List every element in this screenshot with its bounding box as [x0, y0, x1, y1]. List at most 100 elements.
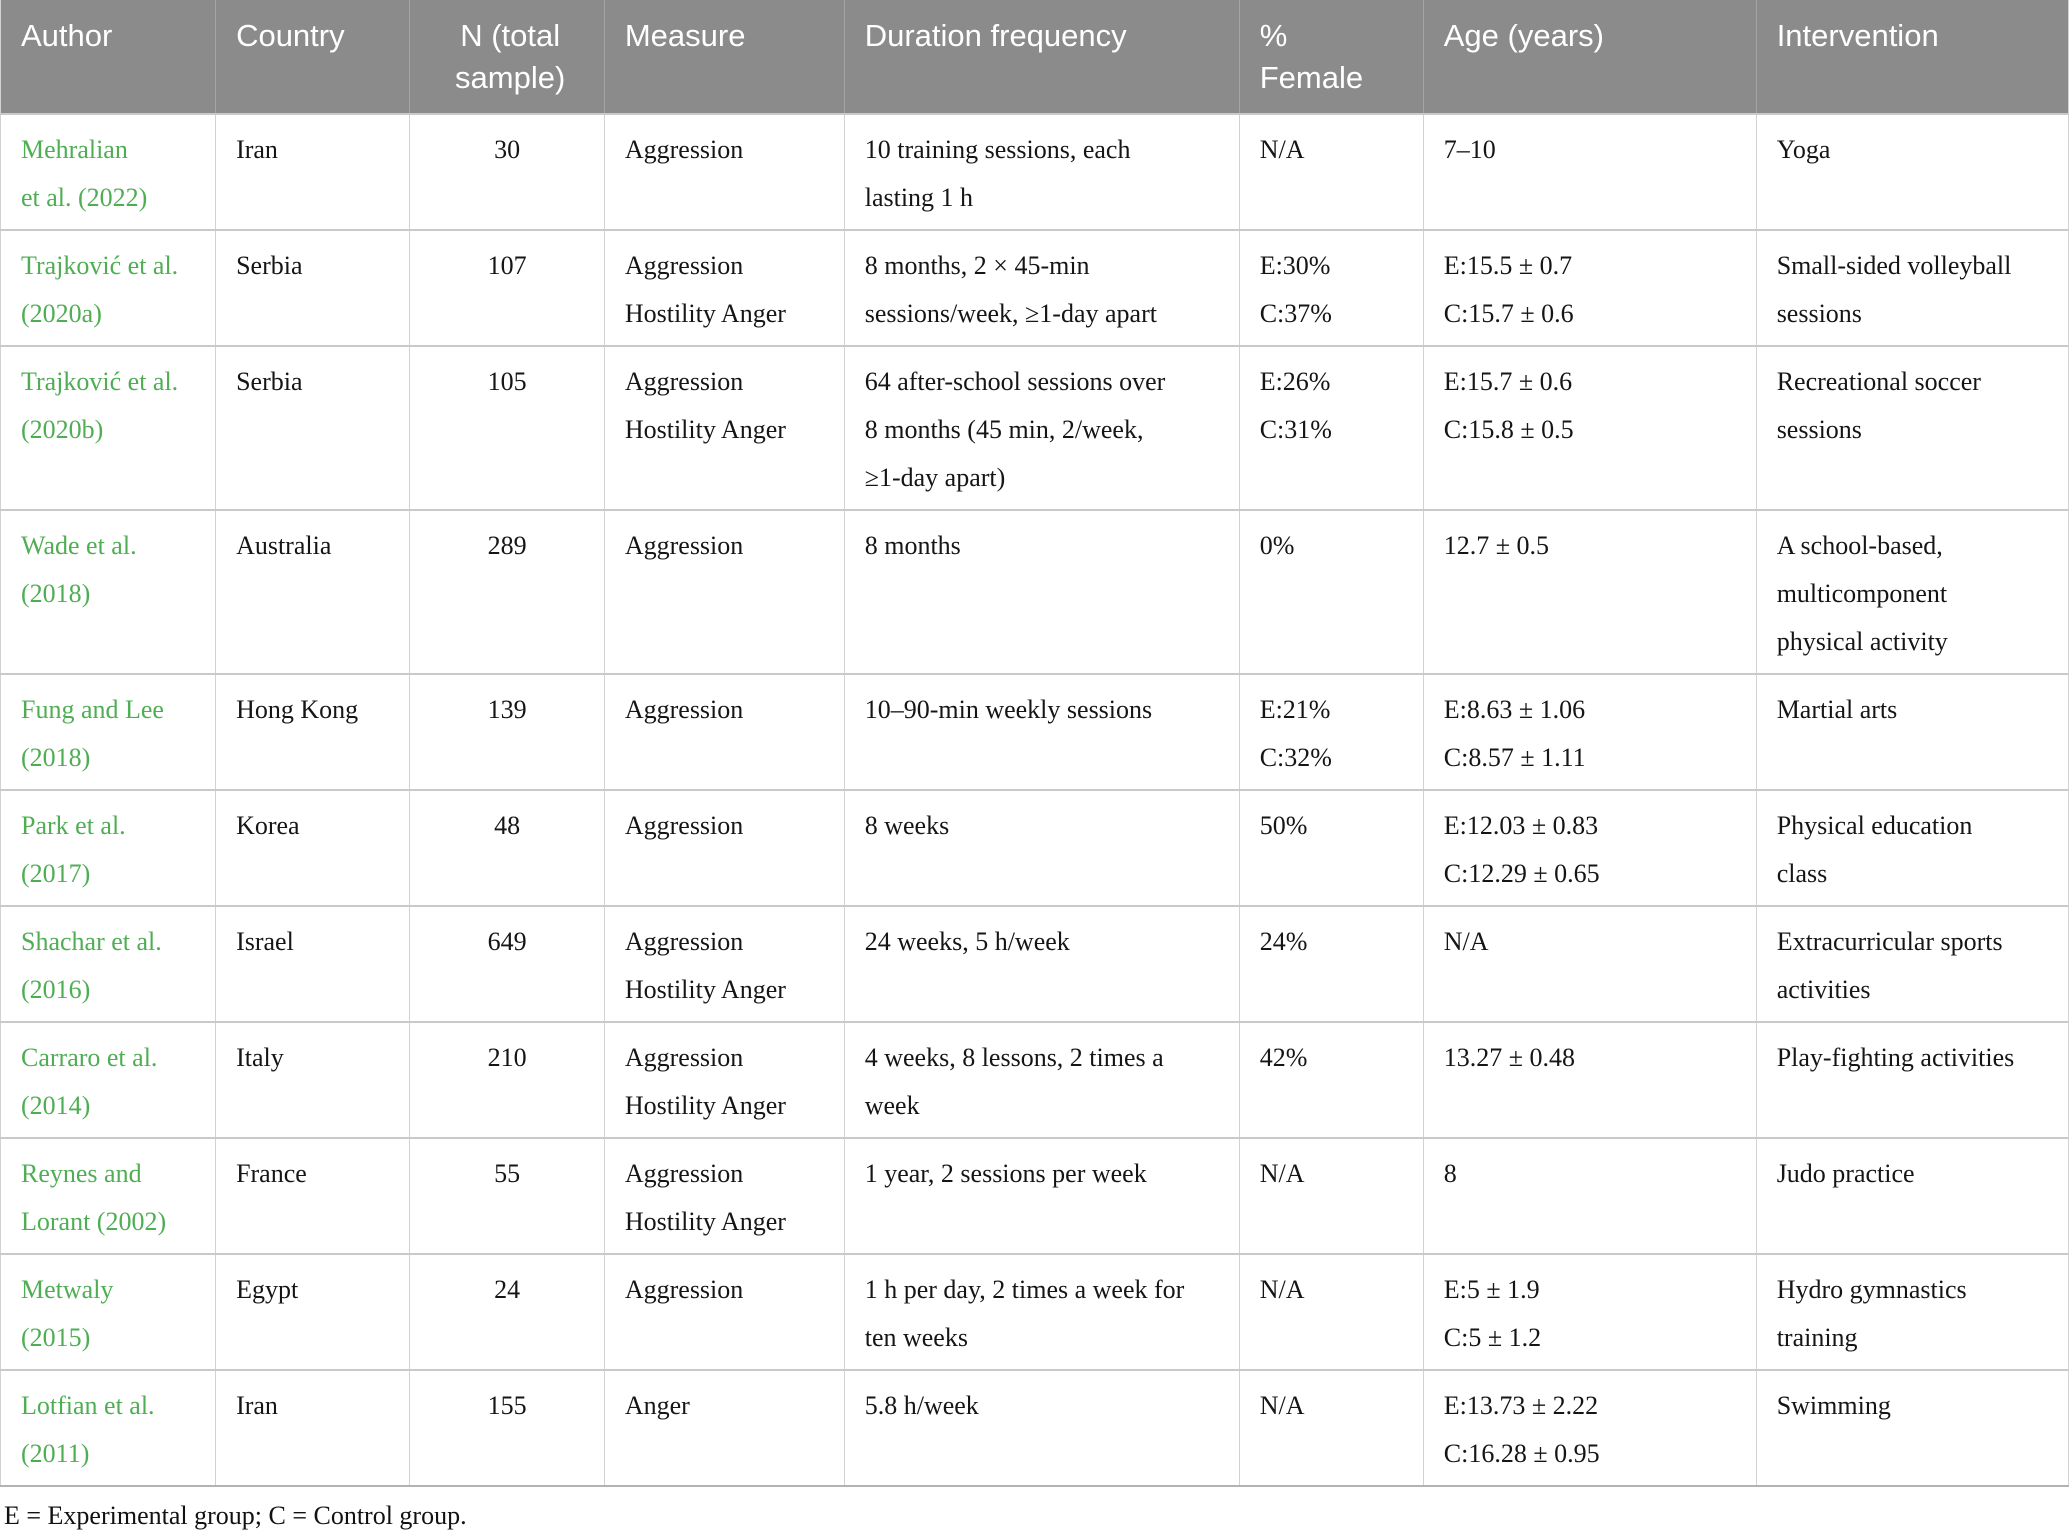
- country-cell: France: [215, 1137, 411, 1254]
- table-row: Reynes and Lorant (2002) France 55 Aggre…: [0, 1137, 2069, 1254]
- duration-frequency-cell: 1 year, 2 sessions per week: [844, 1137, 1240, 1254]
- citation-link[interactable]: Metwaly (2015): [21, 1275, 114, 1352]
- sample-size-cell: 155: [409, 1369, 605, 1486]
- col-header-duration-frequency: Duration frequency: [844, 0, 1240, 114]
- table-row: Lotfian et al. (2011) Iran 155 Anger 5.8…: [0, 1369, 2069, 1486]
- author-cell: Fung and Lee (2018): [0, 673, 217, 790]
- table-row: Park et al. (2017) Korea 48 Aggression 8…: [0, 789, 2069, 906]
- intervention-cell: Yoga: [1756, 113, 2069, 230]
- country-cell: Serbia: [215, 229, 411, 346]
- author-cell: Metwaly (2015): [0, 1253, 217, 1370]
- studies-table: Author Country N (total sample) Measure …: [0, 0, 2069, 1487]
- percent-female-cell: E:21% C:32%: [1239, 673, 1424, 790]
- measure-cell: Aggression: [604, 1253, 845, 1370]
- col-header-author: Author: [0, 0, 217, 114]
- percent-female-cell: N/A: [1239, 1137, 1424, 1254]
- author-cell: Trajković et al. (2020a): [0, 229, 217, 346]
- percent-female-cell: 24%: [1239, 905, 1424, 1022]
- country-cell: Israel: [215, 905, 411, 1022]
- percent-female-cell: E:26% C:31%: [1239, 345, 1424, 510]
- table-row: Carraro et al. (2014) Italy 210 Aggressi…: [0, 1021, 2069, 1138]
- col-header-n-total-sample: N (total sample): [409, 0, 605, 114]
- citation-link[interactable]: Shachar et al. (2016): [21, 927, 162, 1004]
- col-header-age-years: Age (years): [1423, 0, 1757, 114]
- measure-cell: Aggression Hostility Anger: [604, 1137, 845, 1254]
- col-header-intervention: Intervention: [1756, 0, 2069, 114]
- citation-link[interactable]: Reynes and Lorant (2002): [21, 1159, 167, 1236]
- percent-female-cell: N/A: [1239, 113, 1424, 230]
- author-cell: Wade et al. (2018): [0, 509, 217, 674]
- duration-frequency-cell: 5.8 h/week: [844, 1369, 1240, 1486]
- measure-cell: Aggression: [604, 789, 845, 906]
- country-cell: Hong Kong: [215, 673, 411, 790]
- country-cell: Italy: [215, 1021, 411, 1138]
- percent-female-cell: 42%: [1239, 1021, 1424, 1138]
- table-row: Shachar et al. (2016) Israel 649 Aggress…: [0, 905, 2069, 1022]
- author-cell: Shachar et al. (2016): [0, 905, 217, 1022]
- intervention-cell: Play-fighting activities: [1756, 1021, 2069, 1138]
- sample-size-cell: 105: [409, 345, 605, 510]
- duration-frequency-cell: 4 weeks, 8 lessons, 2 times a week: [844, 1021, 1240, 1138]
- intervention-cell: Martial arts: [1756, 673, 2069, 790]
- intervention-cell: Small-sided volleyball sessions: [1756, 229, 2069, 346]
- citation-link[interactable]: Fung and Lee (2018): [21, 695, 164, 772]
- sample-size-cell: 48: [409, 789, 605, 906]
- percent-female-cell: 50%: [1239, 789, 1424, 906]
- intervention-cell: A school-based, multicomponent physical …: [1756, 509, 2069, 674]
- sample-size-cell: 139: [409, 673, 605, 790]
- measure-cell: Aggression Hostility Anger: [604, 345, 845, 510]
- percent-female-cell: N/A: [1239, 1253, 1424, 1370]
- table-row: Mehralian et al. (2022) Iran 30 Aggressi…: [0, 113, 2069, 230]
- sample-size-cell: 55: [409, 1137, 605, 1254]
- measure-cell: Aggression Hostility Anger: [604, 1021, 845, 1138]
- col-header-country: Country: [215, 0, 411, 114]
- country-cell: Egypt: [215, 1253, 411, 1370]
- age-cell: N/A: [1423, 905, 1757, 1022]
- citation-link[interactable]: Carraro et al. (2014): [21, 1043, 158, 1120]
- sample-size-cell: 649: [409, 905, 605, 1022]
- duration-frequency-cell: 8 months: [844, 509, 1240, 674]
- measure-cell: Aggression Hostility Anger: [604, 229, 845, 346]
- age-cell: 13.27 ± 0.48: [1423, 1021, 1757, 1138]
- duration-frequency-cell: 10–90-min weekly sessions: [844, 673, 1240, 790]
- country-cell: Iran: [215, 1369, 411, 1486]
- table-row: Trajković et al. (2020b) Serbia 105 Aggr…: [0, 345, 2069, 510]
- sample-size-cell: 107: [409, 229, 605, 346]
- age-cell: E:8.63 ± 1.06 C:8.57 ± 1.11: [1423, 673, 1757, 790]
- age-cell: E:15.7 ± 0.6 C:15.8 ± 0.5: [1423, 345, 1757, 510]
- age-cell: E:5 ± 1.9 C:5 ± 1.2: [1423, 1253, 1757, 1370]
- citation-link[interactable]: Trajković et al. (2020b): [21, 367, 179, 444]
- citation-link[interactable]: Wade et al. (2018): [21, 531, 137, 608]
- intervention-cell: Hydro gymnastics training: [1756, 1253, 2069, 1370]
- sample-size-cell: 289: [409, 509, 605, 674]
- citation-link[interactable]: Park et al. (2017): [21, 811, 126, 888]
- sample-size-cell: 24: [409, 1253, 605, 1370]
- header-row: Author Country N (total sample) Measure …: [0, 0, 2069, 114]
- duration-frequency-cell: 1 h per day, 2 times a week for ten week…: [844, 1253, 1240, 1370]
- country-cell: Serbia: [215, 345, 411, 510]
- author-cell: Reynes and Lorant (2002): [0, 1137, 217, 1254]
- citation-link[interactable]: Trajković et al. (2020a): [21, 251, 179, 328]
- author-cell: Trajković et al. (2020b): [0, 345, 217, 510]
- intervention-cell: Swimming: [1756, 1369, 2069, 1486]
- country-cell: Iran: [215, 113, 411, 230]
- footnote: E = Experimental group; C = Control grou…: [4, 1501, 467, 1530]
- age-cell: 8: [1423, 1137, 1757, 1254]
- duration-frequency-cell: 64 after-school sessions over 8 months (…: [844, 345, 1240, 510]
- citation-link[interactable]: Mehralian et al. (2022): [21, 135, 148, 212]
- citation-link[interactable]: Lotfian et al. (2011): [21, 1391, 155, 1468]
- duration-frequency-cell: 10 training sessions, each lasting 1 h: [844, 113, 1240, 230]
- age-cell: E:12.03 ± 0.83 C:12.29 ± 0.65: [1423, 789, 1757, 906]
- table-row: Fung and Lee (2018) Hong Kong 139 Aggres…: [0, 673, 2069, 790]
- sample-size-cell: 30: [409, 113, 605, 230]
- col-header-percent-female: % Female: [1239, 0, 1424, 114]
- duration-frequency-cell: 8 months, 2 × 45-min sessions/week, ≥1-d…: [844, 229, 1240, 346]
- age-cell: 12.7 ± 0.5: [1423, 509, 1757, 674]
- percent-female-cell: N/A: [1239, 1369, 1424, 1486]
- age-cell: E:15.5 ± 0.7 C:15.7 ± 0.6: [1423, 229, 1757, 346]
- measure-cell: Aggression: [604, 673, 845, 790]
- duration-frequency-cell: 8 weeks: [844, 789, 1240, 906]
- author-cell: Park et al. (2017): [0, 789, 217, 906]
- author-cell: Carraro et al. (2014): [0, 1021, 217, 1138]
- intervention-cell: Recreational soccer sessions: [1756, 345, 2069, 510]
